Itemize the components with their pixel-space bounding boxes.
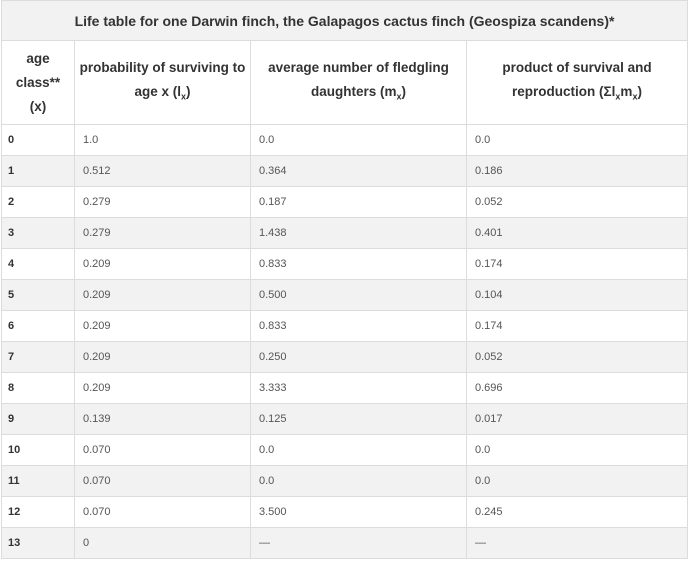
cell-survival: 0.279 [74, 186, 251, 218]
cell-daughters: 0.0 [250, 465, 467, 497]
table-body: 0 1.0 0.0 0.0 1 0.512 0.364 0.186 2 0.279 0.187 0.0… [1, 124, 688, 559]
cell-age-class: 10 [1, 434, 75, 466]
cell-survival: 0.070 [74, 465, 251, 497]
header-row: age class** (x) probability of surviving… [1, 40, 688, 125]
cell-product: 0.052 [465, 341, 688, 373]
cell-survival: 0.209 [74, 279, 251, 311]
cell-daughters: 0.364 [250, 155, 467, 187]
cell-daughters: 0.250 [250, 341, 467, 373]
cell-age-class: 8 [1, 372, 75, 404]
header-product: product of survival and reproduction (Σl… [465, 40, 688, 125]
cell-age-class: 2 [1, 186, 75, 218]
header-product-sub1: x [615, 91, 621, 102]
cell-survival: 0.279 [74, 217, 251, 249]
table-row: 11 0.070 0.0 0.0 [1, 465, 688, 497]
header-product-end: ) [637, 84, 642, 100]
cell-product: 0.696 [465, 372, 688, 404]
cell-product: 0.401 [465, 217, 688, 249]
table-row: 10 0.070 0.0 0.0 [1, 434, 688, 466]
cell-age-class: 12 [1, 496, 75, 528]
cell-product: 0.0 [465, 465, 688, 497]
cell-survival: 0.512 [74, 155, 251, 187]
cell-daughters: 0.0 [250, 434, 467, 466]
table-row: 1 0.512 0.364 0.186 [1, 155, 688, 187]
table-row: 9 0.139 0.125 0.017 [1, 403, 688, 435]
cell-survival: 0.209 [74, 310, 251, 342]
cell-survival: 0 [74, 527, 251, 559]
cell-daughters: 0.833 [250, 310, 467, 342]
cell-age-class: 11 [1, 465, 75, 497]
header-survival-sub: x [181, 91, 187, 102]
header-survival-text: probability of surviving to age x (l [79, 60, 246, 100]
cell-survival: 0.070 [74, 434, 251, 466]
cell-age-class: 4 [1, 248, 75, 280]
cell-survival: 1.0 [74, 124, 251, 156]
table-row: 8 0.209 3.333 0.696 [1, 372, 688, 404]
header-age-line2: class** [15, 74, 61, 90]
cell-product: 0.0 [465, 434, 688, 466]
cell-daughters: 0.833 [250, 248, 467, 280]
table-row: 6 0.209 0.833 0.174 [1, 310, 688, 342]
caption-row: Life table for one Darwin finch, the Gal… [0, 0, 688, 41]
cell-product: 0.174 [465, 248, 688, 280]
header-age-line3: (x) [29, 98, 47, 114]
header-survival-end: ) [186, 84, 191, 100]
cell-daughters: 0.0 [250, 124, 467, 156]
header-age-class: age class** (x) [1, 40, 75, 125]
cell-survival: 0.209 [74, 341, 251, 373]
cell-product: — [465, 527, 688, 559]
cell-age-class: 13 [1, 527, 75, 559]
cell-age-class: 9 [1, 403, 75, 435]
cell-survival: 0.070 [74, 496, 251, 528]
cell-product: 0.245 [465, 496, 688, 528]
cell-age-class: 7 [1, 341, 75, 373]
cell-survival: 0.209 [74, 372, 251, 404]
cell-survival: 0.139 [74, 403, 251, 435]
cell-daughters: 3.333 [250, 372, 467, 404]
cell-age-class: 0 [1, 124, 75, 156]
cell-daughters: 0.187 [250, 186, 467, 218]
table-row: 3 0.279 1.438 0.401 [1, 217, 688, 249]
header-survival-probability: probability of surviving to age x (lx) [74, 40, 251, 125]
cell-age-class: 3 [1, 217, 75, 249]
table-row: 12 0.070 3.500 0.245 [1, 496, 688, 528]
cell-age-class: 5 [1, 279, 75, 311]
cell-product: 0.104 [465, 279, 688, 311]
header-daughters-sub: x [396, 91, 402, 102]
cell-daughters: 3.500 [250, 496, 467, 528]
cell-daughters: 1.438 [250, 217, 467, 249]
header-fledgling-daughters: average number of fledgling daughters (m… [250, 40, 467, 125]
cell-age-class: 6 [1, 310, 75, 342]
header-daughters-end: ) [401, 84, 407, 100]
table-row: 13 0— — [1, 527, 688, 559]
table-caption: Life table for one Darwin finch, the Gal… [0, 0, 688, 41]
header-product-sub2: x [632, 91, 638, 102]
header-age-line1: age [26, 50, 50, 66]
cell-survival: 0.209 [74, 248, 251, 280]
cell-product: 0.052 [465, 186, 688, 218]
cell-daughters: 0.125 [250, 403, 467, 435]
cell-product: 0.0 [465, 124, 688, 156]
cell-product: 0.174 [465, 310, 688, 342]
cell-age-class: 1 [1, 155, 75, 187]
table-row: 5 0.209 0.500 0.104 [1, 279, 688, 311]
cell-product: 0.017 [465, 403, 688, 435]
table-row: 2 0.279 0.187 0.052 [1, 186, 688, 218]
table-row: 0 1.0 0.0 0.0 [1, 124, 688, 156]
header-product-mid: m [620, 84, 633, 100]
cell-product: 0.186 [465, 155, 688, 187]
cell-daughters: 0.500 [250, 279, 467, 311]
cell-daughters: — [250, 527, 467, 559]
table-row: 4 0.209 0.833 0.174 [1, 248, 688, 280]
header-daughters-text: average number of fledgling daughters (m [268, 60, 449, 100]
table-row: 7 0.209 0.250 0.052 [1, 341, 688, 373]
header-product-text: product of survival and reproduction (Σl [502, 60, 652, 100]
